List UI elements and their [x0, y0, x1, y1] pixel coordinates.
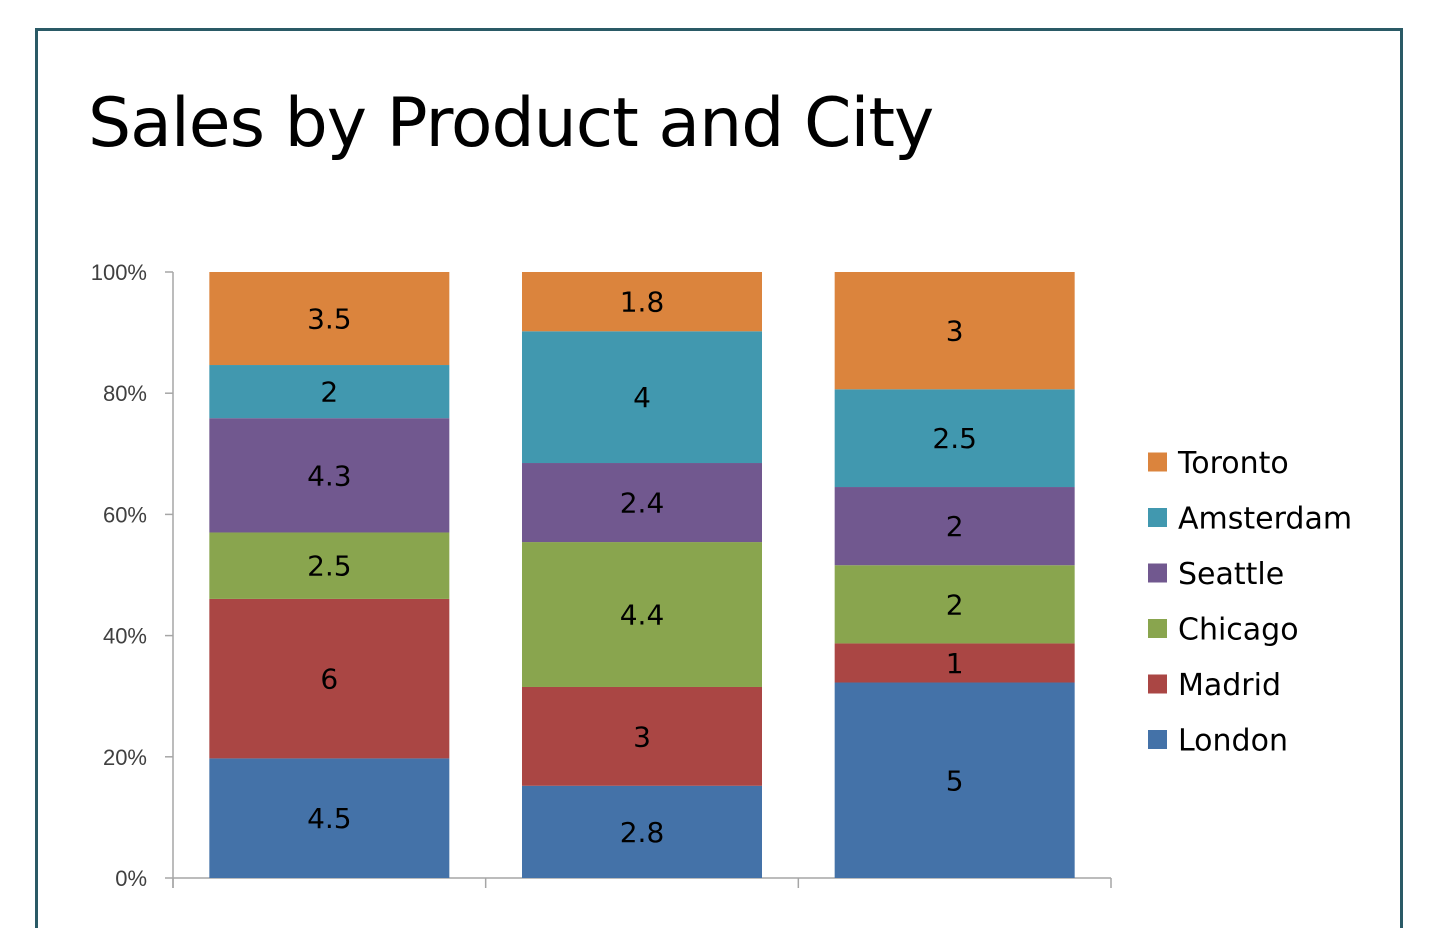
bar-segment-seattle: [209, 418, 450, 533]
y-tick-label: 0%: [115, 866, 147, 891]
bar-segment-amsterdam: [834, 389, 1075, 488]
legend-swatch-madrid: [1148, 674, 1167, 694]
y-tick-label: 80%: [103, 381, 147, 406]
y-tick-label: 20%: [103, 745, 147, 770]
data-label: 2.4: [620, 487, 665, 520]
chart-title: Sales by Product and City: [88, 84, 934, 163]
legend-swatch-toronto: [1148, 452, 1167, 472]
y-tick-label: 100%: [91, 260, 147, 285]
bar-segment-amsterdam: [522, 331, 762, 464]
bar-segment-seattle: [522, 463, 762, 543]
legend-label-seattle: Seattle: [1178, 557, 1284, 592]
legend-swatch-seattle: [1148, 563, 1167, 583]
y-tick-label: 40%: [103, 624, 147, 649]
legend-label-london: London: [1178, 724, 1288, 759]
data-label: 4.3: [307, 459, 352, 492]
data-label: 6: [320, 663, 338, 696]
data-label: 4: [633, 381, 651, 414]
data-label: 3.5: [307, 303, 352, 336]
bar-segment-seattle: [834, 487, 1075, 566]
bar-segment-amsterdam: [209, 365, 450, 419]
data-label: 2.8: [620, 816, 665, 849]
bar-segment-chicago: [522, 542, 762, 687]
data-label: 4.5: [307, 802, 352, 835]
data-label: 2.5: [307, 550, 352, 583]
data-label: 3: [946, 315, 964, 348]
data-label: 2: [946, 588, 964, 621]
data-label: 1: [946, 647, 964, 680]
bar-segment-toronto: [522, 272, 762, 332]
legend-label-chicago: Chicago: [1178, 613, 1299, 648]
legend-swatch-chicago: [1148, 619, 1167, 638]
bar-segment-london: [834, 682, 1075, 878]
bar-segment-london: [522, 785, 762, 878]
bar-segment-madrid: [209, 598, 450, 759]
bar-segment-chicago: [834, 565, 1075, 644]
stacked-bar-chart: 0% 20% 40% 60% 80% 100% 4.5 6 2.5 4.3 2 3.5 2.8 3 4.4 2…: [91, 260, 1352, 891]
bar-segment-madrid: [834, 643, 1075, 683]
data-label: 1.8: [620, 286, 665, 319]
legend-label-madrid: Madrid: [1178, 668, 1281, 703]
bar-segment-toronto: [209, 272, 450, 366]
bar-segment-madrid: [522, 686, 762, 786]
data-label: 2.5: [932, 422, 977, 455]
legend-swatch-london: [1148, 730, 1167, 749]
data-label: 4.4: [620, 599, 665, 632]
bar-segment-chicago: [209, 532, 450, 599]
bar-segment-toronto: [834, 272, 1075, 390]
legend-label-amsterdam: Amsterdam: [1178, 502, 1352, 537]
legend-swatch-amsterdam: [1148, 508, 1167, 527]
y-tick-label: 60%: [103, 502, 147, 527]
data-label: 5: [946, 764, 964, 797]
legend-label-toronto: Toronto: [1177, 446, 1289, 481]
data-label: 3: [633, 720, 651, 753]
bar-segment-london: [209, 758, 450, 878]
data-label: 2: [320, 376, 338, 409]
data-label: 2: [946, 510, 964, 543]
